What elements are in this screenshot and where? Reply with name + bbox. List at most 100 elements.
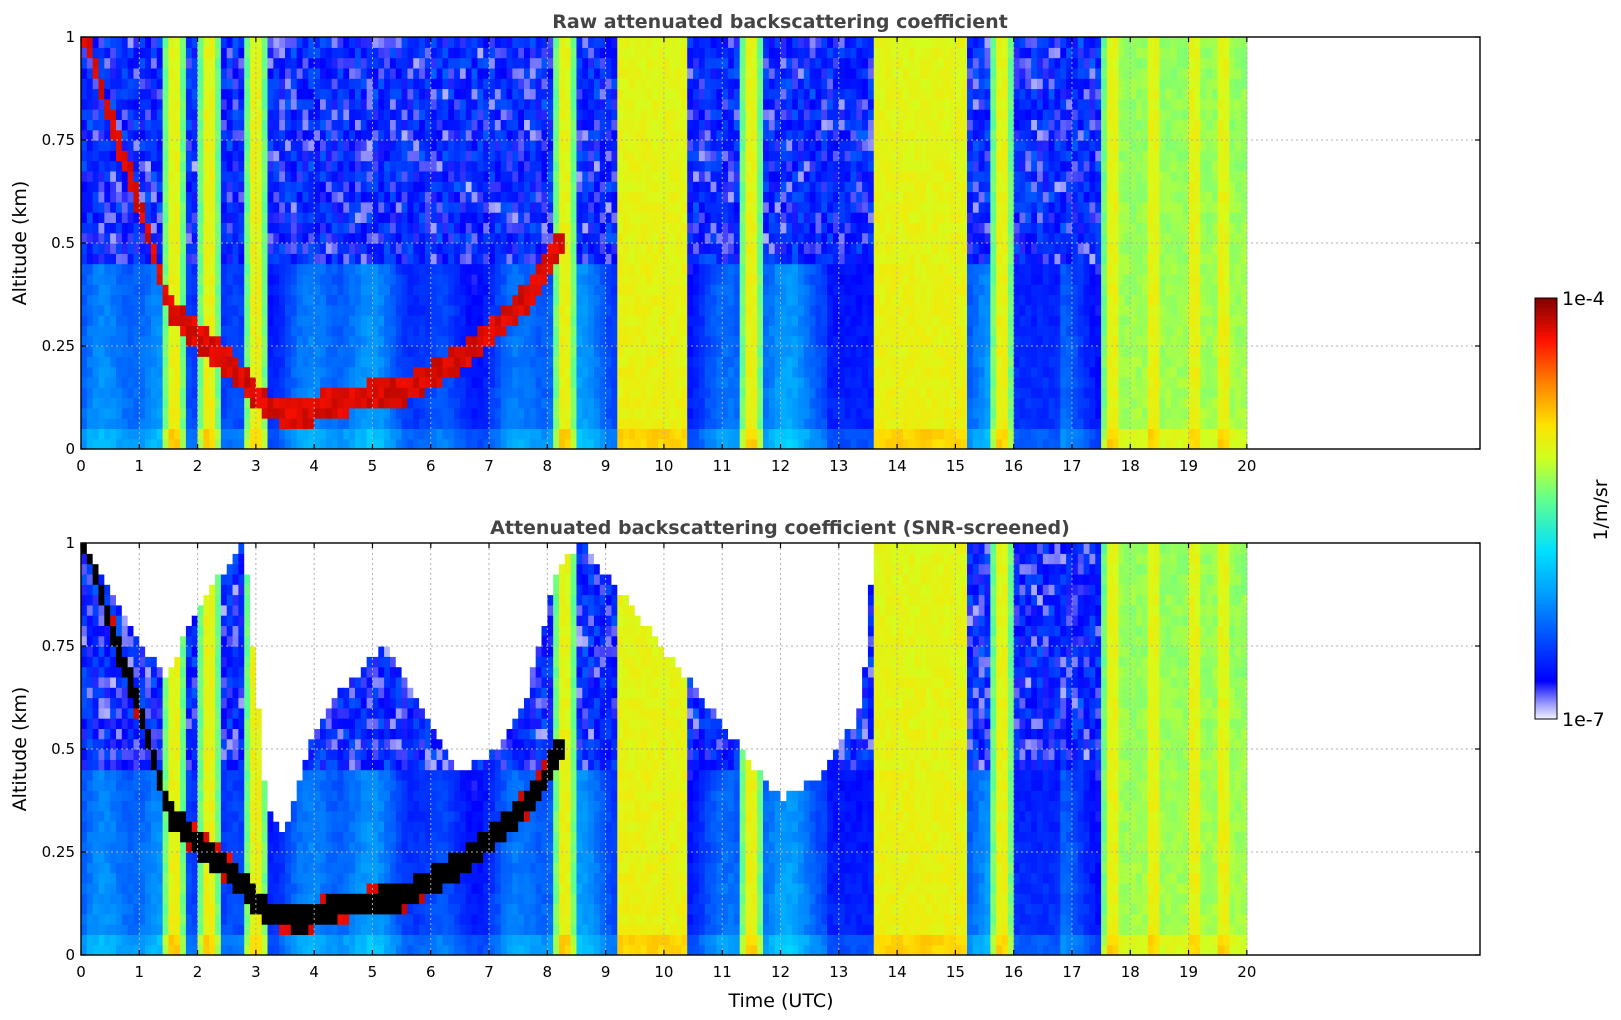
heatmap-cell [512, 418, 519, 429]
heatmap-cell [145, 263, 152, 275]
heatmap-cell [605, 47, 613, 59]
heatmap-cell [675, 346, 683, 357]
heatmap-cell [110, 98, 117, 110]
heatmap-cell [623, 387, 630, 399]
heatmap-cell [378, 150, 385, 162]
heatmap-cell [564, 37, 572, 48]
heatmap-cell [331, 150, 339, 162]
heatmap-cell [640, 232, 648, 244]
heatmap-cell [320, 212, 327, 223]
heatmap-cell [803, 273, 811, 285]
heatmap-cell [121, 67, 129, 79]
heatmap-cell [267, 98, 274, 110]
heatmap-cell [279, 273, 286, 285]
heatmap-cell [244, 212, 251, 223]
heatmap-cell [442, 67, 449, 79]
heatmap-cell [739, 356, 747, 368]
heatmap-cell [279, 418, 286, 429]
heatmap-cell [693, 315, 700, 326]
heatmap-cell [395, 109, 403, 120]
heatmap-cell [150, 273, 158, 285]
heatmap-cell [529, 346, 537, 357]
heatmap-cell [477, 346, 484, 357]
heatmap-cell [693, 243, 700, 254]
heatmap-cell [86, 222, 94, 234]
heatmap-cell [465, 366, 473, 378]
heatmap-cell [786, 109, 793, 120]
heatmap-cell [489, 47, 496, 59]
heatmap-cell [191, 397, 199, 409]
heatmap-cell [430, 263, 438, 275]
heatmap-cell [494, 119, 502, 131]
heatmap-cell [500, 325, 508, 337]
heatmap-cell [226, 57, 234, 69]
heatmap-cell [110, 294, 117, 306]
heatmap-cell [663, 397, 671, 409]
heatmap-cell [191, 418, 199, 429]
heatmap-cell [209, 181, 216, 193]
heatmap-cell [658, 407, 665, 419]
heatmap-cell [407, 160, 414, 172]
heatmap-cell [226, 181, 234, 193]
heatmap-cell [745, 170, 752, 182]
heatmap-cell [786, 47, 793, 59]
heatmap-cell [296, 170, 304, 182]
heatmap-cell [232, 438, 239, 449]
heatmap-cell [494, 325, 502, 337]
heatmap-cell [553, 140, 560, 151]
heatmap-cell [512, 78, 519, 90]
heatmap-cell [506, 356, 513, 368]
heatmap-cell [302, 78, 309, 90]
heatmap-cell [541, 78, 548, 90]
heatmap-cell [81, 335, 88, 347]
heatmap-cell [669, 263, 677, 275]
heatmap-cell [704, 428, 712, 440]
heatmap-cell [255, 407, 263, 419]
heatmap-cell [180, 170, 187, 182]
heatmap-cell [314, 160, 321, 172]
heatmap-cell [494, 356, 502, 368]
heatmap-cell [139, 428, 146, 440]
heatmap-cell [360, 160, 368, 172]
heatmap-cell [308, 222, 315, 234]
heatmap-cell [226, 119, 234, 131]
heatmap-cell [535, 67, 543, 79]
heatmap-cell [86, 109, 94, 120]
heatmap-cell [191, 98, 199, 110]
heatmap-cell [127, 222, 135, 234]
heatmap-cell [430, 88, 438, 100]
heatmap-cell [500, 37, 508, 48]
heatmap-cell [168, 418, 175, 429]
heatmap-cell [139, 366, 146, 378]
heatmap-cell [395, 78, 403, 90]
heatmap-cell [792, 335, 799, 347]
heatmap-cell [267, 335, 274, 347]
heatmap-cell [86, 98, 94, 110]
heatmap-cell [104, 315, 111, 326]
heatmap-cell [232, 366, 239, 378]
heatmap-cell [524, 191, 531, 203]
heatmap-cell [483, 140, 490, 151]
heatmap-cell [681, 201, 688, 213]
heatmap-cell [739, 346, 747, 357]
heatmap-cell [786, 325, 793, 337]
heatmap-cell [250, 150, 257, 162]
heatmap-cell [413, 304, 420, 316]
heatmap-cell [115, 325, 123, 337]
heatmap-cell [494, 109, 502, 120]
heatmap-cell [558, 150, 566, 162]
heatmap-cell [733, 253, 741, 265]
heatmap-cell [529, 356, 537, 368]
heatmap-cell [693, 222, 700, 234]
heatmap-cell [203, 315, 210, 326]
heatmap-cell [395, 119, 403, 131]
heatmap-cell [617, 140, 624, 151]
heatmap-cell [599, 57, 607, 69]
heatmap-cell [728, 129, 735, 141]
heatmap-cell [658, 346, 665, 357]
heatmap-cell [360, 366, 368, 378]
heatmap-cell [180, 387, 187, 399]
heatmap-cell [174, 57, 181, 69]
heatmap-cell [215, 160, 222, 172]
